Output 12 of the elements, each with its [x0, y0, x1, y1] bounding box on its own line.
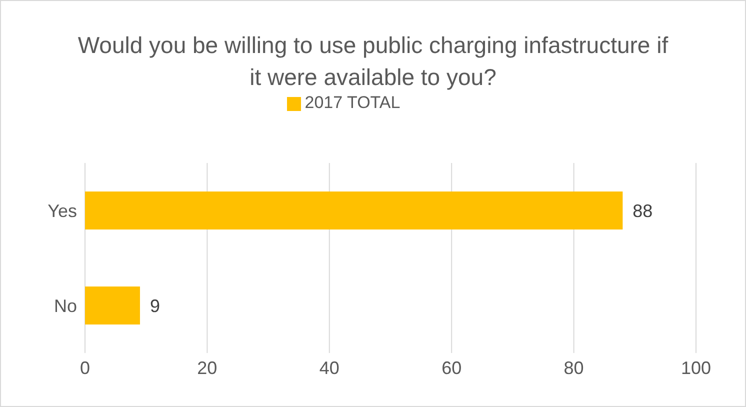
x-tick-label: 80	[564, 358, 584, 378]
x-tick-label: 100	[680, 358, 712, 378]
x-tick-label: 0	[80, 358, 90, 378]
data-label: 88	[632, 200, 653, 221]
data-label: 9	[150, 296, 160, 316]
x-tick-label: 60	[442, 358, 462, 378]
y-tick-label: No	[54, 296, 77, 316]
chart-title: Would you be willing to use public charging infastructure if it were available to you?	[76, 31, 670, 92]
y-tick-label: Yes	[48, 200, 77, 221]
x-tick-label: 40	[319, 358, 340, 378]
x-tick-label: 20	[197, 358, 218, 378]
legend-label: 2017 TOTAL	[304, 93, 400, 112]
